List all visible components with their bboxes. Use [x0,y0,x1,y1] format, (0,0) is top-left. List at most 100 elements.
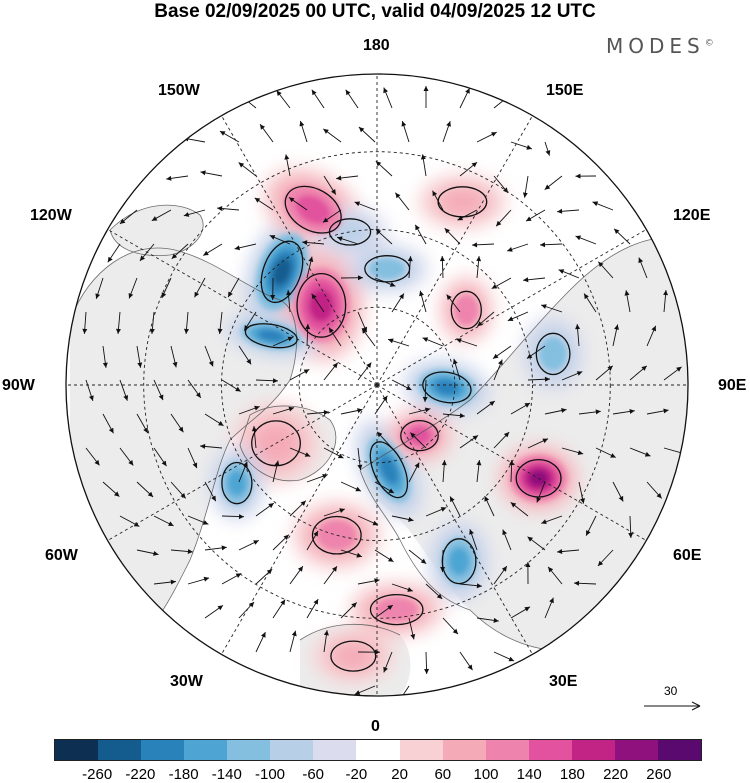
contour-alaska-negative [260,240,304,304]
wind-vector-head [382,395,388,402]
wind-vector-head [592,201,599,207]
wind-vector-head [244,325,249,331]
wind-vector-head [184,328,189,334]
wind-vector-head [387,605,393,610]
wind-vector-head [432,190,438,197]
colorbar-tick-label: -20 [345,766,368,783]
wind-vector-head [323,410,329,415]
wind-vector-head [253,540,259,545]
wind-vector-head [187,549,193,554]
wind-vector-head [638,257,644,264]
colorbar-segment [98,740,142,760]
wind-vector-head [624,290,630,296]
wind-vector-head [628,532,634,538]
wind-vector-head [410,634,416,640]
wind-vector-head [119,218,126,224]
wind-vector-head [507,247,513,252]
colorbar-tick-label: 20 [391,766,408,783]
wind-vector-head [361,328,367,334]
anomaly-mediterranean-negative [448,547,470,576]
wind-vector-head [389,282,396,287]
wind-vector-head [526,353,533,359]
wind-vector-head [375,229,382,235]
wind-vector-head [235,386,241,392]
lon-label-150e: 150E [546,82,584,99]
wind-vector-head [339,508,345,513]
colorbar-tick-label: -220 [125,766,156,783]
wind-vector-head [456,338,462,343]
wind-vector-head [526,216,532,222]
wind-vector-head [524,403,531,408]
wind-vector-head [410,432,416,438]
colorbar [54,739,702,761]
wind-vectors-layer [82,86,686,696]
colorbar-segment [399,740,443,760]
wind-vector-head [523,277,529,283]
contour-greenland-positive [251,420,301,467]
wind-vector-head [629,409,635,414]
wind-vector-head [203,250,209,256]
colorbar-tick-label: 220 [603,766,629,783]
wind-vector-head [270,295,276,300]
wind-vector-head [544,184,551,190]
wind-vector-head [219,131,226,136]
wind-vector-head [610,453,616,458]
brand-name: MODES [606,34,705,58]
wind-vector-head [436,593,443,599]
wind-vector-head [472,242,478,248]
wind-vector-head [323,630,329,636]
wind-vector-head [311,89,317,96]
wind-vector-head [536,496,542,503]
graticule-layer [66,74,688,696]
wind-vector-head [549,597,554,604]
anomaly-hudson-negative [257,329,285,342]
wind-vector-head [288,406,295,412]
wind-vector-head [200,170,206,176]
map-boundary [65,73,689,697]
colorbar-segment [313,740,357,760]
wind-vector-head [289,197,295,203]
lon-label-120e: 120E [673,207,711,224]
wind-vector-head [143,427,148,434]
brand-mark: © [704,38,714,49]
wind-vector-head [261,632,266,638]
wind-vector-head [395,192,401,199]
wind-vector-head [266,569,273,575]
wind-vector-head [444,228,450,234]
colorbar-tick-label: -140 [211,766,242,783]
anomaly-mongolia-negative [539,337,567,371]
wind-vector-head [541,519,547,524]
wind-vector-head [422,337,429,342]
wind-vector-head [401,121,407,127]
wind-vector-head [107,256,113,263]
colorbar-tick-label: 260 [646,766,672,783]
wind-vector-head [299,121,305,127]
wind-vector-head [388,557,394,562]
wind-vector-head [116,328,121,334]
wind-vector-head [383,666,388,673]
meridian-line [376,384,647,541]
wind-vector-head [274,460,280,466]
wind-vector-head [422,396,428,402]
contour-nwcanada-positive [296,272,347,338]
wind-vector-head [357,464,363,470]
wind-vector-head [440,566,446,572]
wind-vector-head [153,551,159,556]
wind-vector-head [202,520,209,525]
wind-vector-head [544,376,550,382]
wind-vector-head [522,192,528,198]
wind-vector-head [641,365,647,371]
wind-vector-head [595,409,601,415]
wind-vector-head [493,617,499,623]
wind-vector-head [467,664,473,671]
colorbar-tick-label: 180 [559,766,585,783]
colorbar-segment [528,740,572,760]
wind-vector-head [283,534,289,540]
contour-siberia-negative [422,371,472,404]
map-title: Base 02/09/2025 00 UTC, valid 04/09/2025… [154,1,596,22]
wind-vector-head [575,235,581,241]
wind-vector-head [441,460,447,466]
anomaly-canada-positive [295,195,331,225]
meridian-line [221,384,378,655]
wind-vector-head [420,154,426,160]
